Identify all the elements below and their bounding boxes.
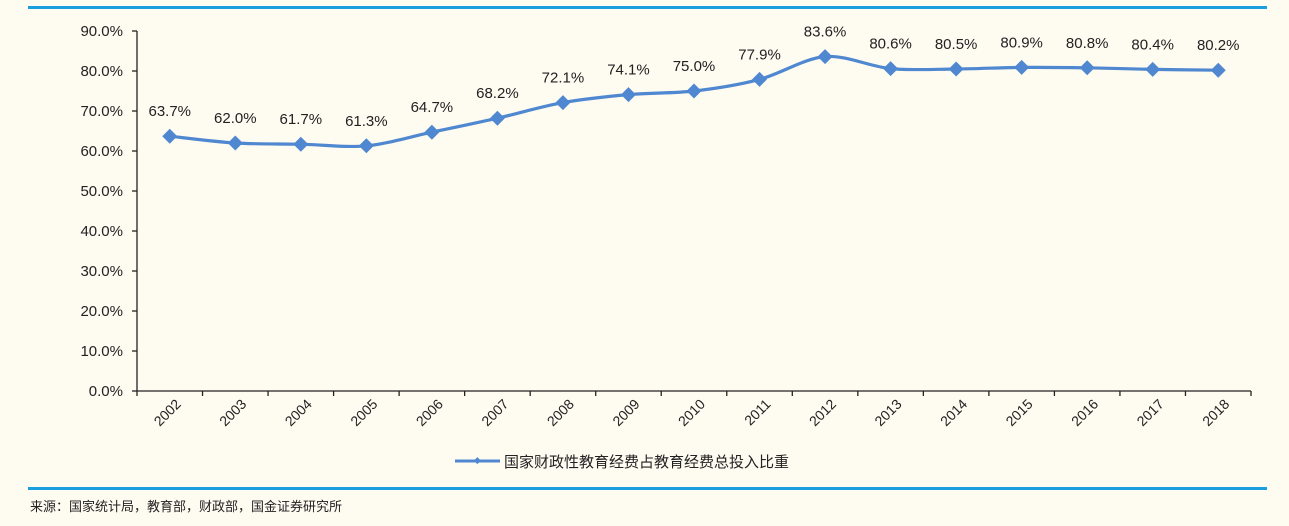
y-tick-label: 90.0%: [80, 23, 123, 40]
x-tick-label: 2010: [675, 396, 708, 429]
y-tick-label: 30.0%: [80, 263, 123, 280]
data-label: 80.5%: [935, 36, 978, 53]
x-tick-label: 2002: [151, 396, 184, 429]
line-chart: 0.0% 10.0% 20.0% 30.0% 40.0% 50.0% 60.0% 70.0% 8…: [80, 23, 1252, 471]
diamond-marker-icon: [1145, 61, 1161, 77]
y-tick-label: 10.0%: [80, 343, 123, 360]
data-label: 80.2%: [1197, 37, 1240, 54]
x-tick-label: 2004: [282, 396, 315, 429]
data-label: 68.2%: [476, 85, 519, 102]
data-label: 63.7%: [148, 103, 191, 120]
y-tick-label: 50.0%: [80, 183, 123, 200]
data-label: 64.7%: [411, 99, 454, 116]
data-label: 80.6%: [869, 36, 912, 53]
x-tick-label: 2012: [806, 396, 839, 429]
source-note: 来源：国家统计局，教育部，财政部，国金证券研究所: [30, 500, 343, 515]
x-tick-label: 2015: [1002, 396, 1035, 429]
top-rule: [28, 6, 1267, 9]
diamond-marker-icon: [686, 83, 702, 99]
y-tick-label: 40.0%: [80, 223, 123, 240]
legend-label: 国家财政性教育经费占教育经费总投入比重: [504, 453, 789, 471]
legend: 国家财政性教育经费占教育经费总投入比重: [455, 453, 789, 471]
x-tick-label: 2009: [609, 396, 642, 429]
diamond-marker-icon: [227, 135, 243, 151]
data-label: 74.1%: [607, 62, 650, 79]
data-label: 72.1%: [542, 70, 585, 87]
x-tick-label: 2008: [544, 396, 577, 429]
data-label: 80.8%: [1066, 35, 1109, 52]
y-tick-label: 70.0%: [80, 103, 123, 120]
data-label: 75.0%: [673, 58, 716, 75]
data-label: 80.9%: [1000, 34, 1043, 51]
diamond-marker-icon: [883, 61, 899, 77]
diamond-marker-icon: [358, 138, 374, 154]
diamond-marker-icon: [620, 87, 636, 103]
x-tick-label: 2013: [871, 396, 904, 429]
data-label: 77.9%: [738, 46, 781, 63]
x-tick-label: 2006: [413, 396, 446, 429]
x-tick-label: 2007: [478, 396, 511, 429]
diamond-marker-icon: [489, 110, 505, 126]
diamond-marker-icon: [752, 71, 768, 87]
y-tick-label: 80.0%: [80, 63, 123, 80]
x-tick-label: 2005: [347, 396, 380, 429]
data-label: 61.7%: [280, 111, 323, 128]
x-tick-label: 2016: [1068, 396, 1101, 429]
x-tick-label: 2014: [937, 396, 970, 429]
diamond-marker-icon: [1210, 62, 1226, 78]
x-tick-label: 2003: [216, 396, 249, 429]
diamond-marker-icon: [293, 136, 309, 152]
data-series: [162, 49, 1226, 154]
x-tick-label: 2017: [1133, 396, 1166, 429]
data-label: 83.6%: [804, 24, 847, 41]
y-axis: 0.0% 10.0% 20.0% 30.0% 40.0% 50.0% 60.0% 70.0% 8…: [80, 23, 138, 400]
diamond-marker-icon: [424, 124, 440, 140]
x-tick-label: 2018: [1199, 396, 1232, 429]
data-label: 62.0%: [214, 110, 257, 127]
bottom-rule: [28, 487, 1267, 490]
x-tick-label: 2011: [741, 396, 774, 429]
data-labels: 63.7% 62.0% 61.7% 61.3% 64.7% 68.2% 72.1% 74.1%…: [148, 24, 1239, 130]
diamond-marker-icon: [555, 95, 571, 111]
y-tick-label: 0.0%: [89, 383, 123, 400]
legend-diamond-icon: [473, 457, 481, 465]
diamond-marker-icon: [1079, 60, 1095, 76]
diamond-marker-icon: [817, 49, 833, 65]
diamond-marker-icon: [1014, 59, 1030, 75]
data-label: 80.4%: [1131, 36, 1174, 53]
y-tick-label: 20.0%: [80, 303, 123, 320]
y-tick-label: 60.0%: [80, 143, 123, 160]
diamond-marker-icon: [162, 128, 178, 144]
data-label: 61.3%: [345, 113, 388, 130]
diamond-marker-icon: [948, 61, 964, 77]
x-axis: 2002 2003 2004 2005 2006 2007 2008 2009 2010 2011…: [136, 390, 1252, 429]
